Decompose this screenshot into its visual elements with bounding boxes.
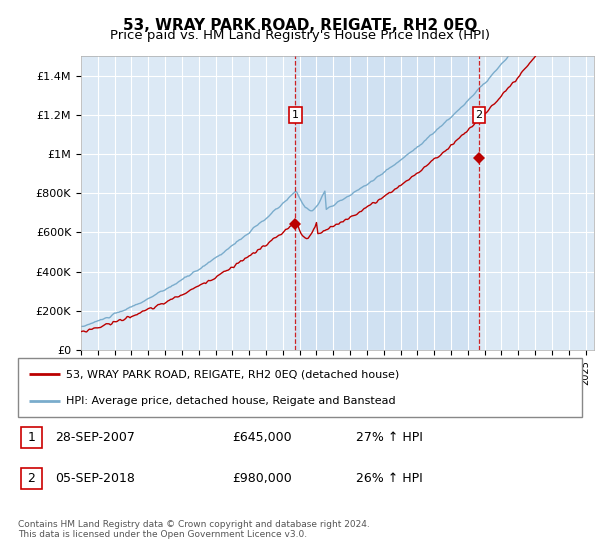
FancyBboxPatch shape (18, 358, 582, 417)
FancyBboxPatch shape (21, 468, 42, 489)
Text: £980,000: £980,000 (232, 472, 292, 485)
Text: 53, WRAY PARK ROAD, REIGATE, RH2 0EQ (detached house): 53, WRAY PARK ROAD, REIGATE, RH2 0EQ (de… (66, 369, 399, 379)
Text: 28-SEP-2007: 28-SEP-2007 (55, 431, 134, 444)
Text: 26% ↑ HPI: 26% ↑ HPI (356, 472, 423, 485)
FancyBboxPatch shape (21, 427, 42, 448)
Text: 2: 2 (28, 472, 35, 485)
Text: Contains HM Land Registry data © Crown copyright and database right 2024.
This d: Contains HM Land Registry data © Crown c… (18, 520, 370, 539)
Text: £645,000: £645,000 (232, 431, 292, 444)
Text: 53, WRAY PARK ROAD, REIGATE, RH2 0EQ: 53, WRAY PARK ROAD, REIGATE, RH2 0EQ (123, 18, 477, 33)
Text: Price paid vs. HM Land Registry's House Price Index (HPI): Price paid vs. HM Land Registry's House … (110, 29, 490, 42)
Text: 1: 1 (292, 110, 299, 120)
Text: 2: 2 (476, 110, 482, 120)
Text: HPI: Average price, detached house, Reigate and Banstead: HPI: Average price, detached house, Reig… (66, 396, 395, 407)
Text: 27% ↑ HPI: 27% ↑ HPI (356, 431, 423, 444)
Text: 05-SEP-2018: 05-SEP-2018 (55, 472, 134, 485)
Bar (295, 56, 479, 350)
Text: 1: 1 (28, 431, 35, 444)
